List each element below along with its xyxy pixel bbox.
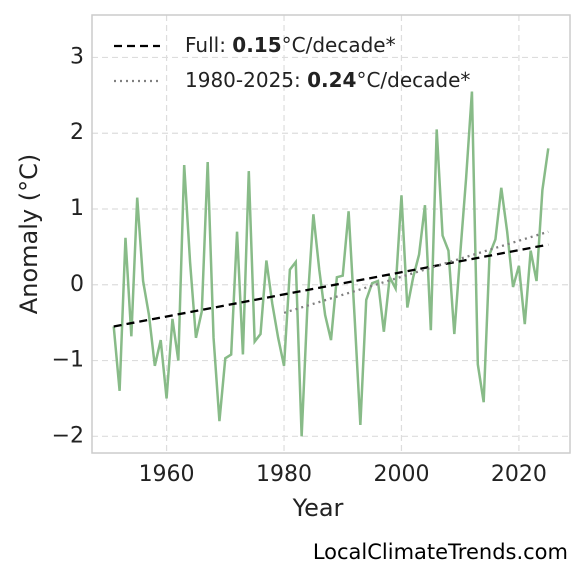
y-tick-label: 2 bbox=[70, 120, 84, 145]
x-tick-label: 2020 bbox=[491, 462, 547, 487]
legend-label: Full: 0.15°C/decade* bbox=[185, 33, 396, 57]
x-tick-label: 2000 bbox=[373, 462, 429, 487]
series-line bbox=[283, 230, 549, 314]
watermark: LocalClimateTrends.com bbox=[313, 540, 568, 564]
y-tick-label: −1 bbox=[52, 348, 84, 373]
x-axis-label: Year bbox=[292, 494, 344, 522]
x-tick-label: 1980 bbox=[256, 462, 312, 487]
series-line bbox=[113, 243, 549, 328]
y-tick-label: 0 bbox=[70, 272, 84, 297]
y-tick-label: −2 bbox=[52, 423, 84, 448]
y-tick-label: 3 bbox=[70, 44, 84, 69]
x-tick-label: 1960 bbox=[139, 462, 195, 487]
y-axis-label: Anomaly (°C) bbox=[15, 154, 43, 314]
legend-label: 1980-2025: 0.24°C/decade* bbox=[185, 68, 470, 92]
series-line bbox=[112, 91, 550, 437]
plot-frame bbox=[91, 14, 571, 454]
y-tick-label: 1 bbox=[70, 196, 84, 221]
